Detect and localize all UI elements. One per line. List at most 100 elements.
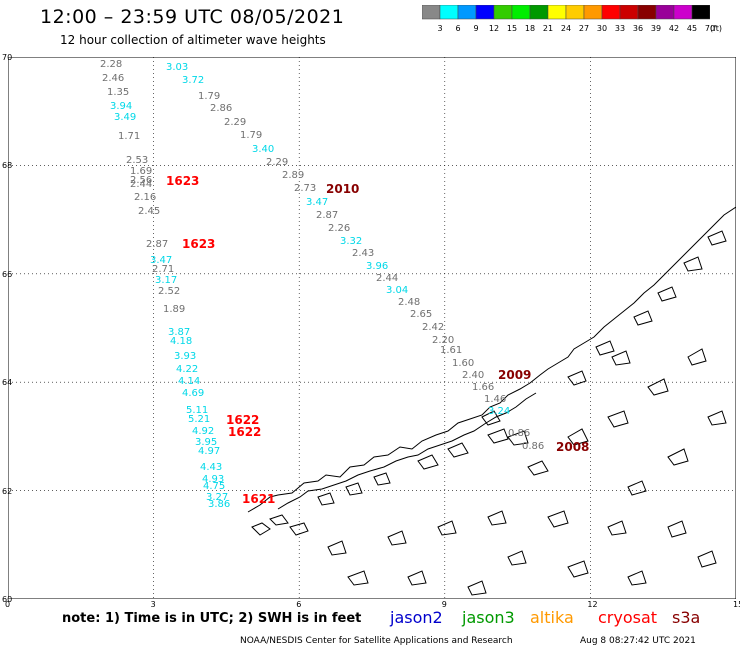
wave-height-value: 1.46 bbox=[484, 394, 507, 405]
footnote: note: 1) Time is in UTC; 2) SWH is in fe… bbox=[62, 611, 362, 626]
color-scale-bar bbox=[422, 5, 710, 20]
wave-height-value: 3.95 bbox=[195, 437, 218, 448]
credit-line: NOAA/NESDIS Center for Satellite Applica… bbox=[240, 636, 513, 646]
color-scale-swatch bbox=[601, 5, 621, 20]
color-scale-swatch bbox=[655, 5, 675, 20]
satellite-legend-item: jason2 bbox=[390, 608, 443, 627]
wave-height-value: 2.43 bbox=[352, 248, 375, 259]
wave-height-value: 2.87 bbox=[146, 239, 169, 250]
satellite-legend-item: altika bbox=[530, 608, 574, 627]
wave-height-value: 2.29 bbox=[224, 117, 247, 128]
wave-height-value: 3.72 bbox=[182, 75, 205, 86]
pass-time-label: 2008 bbox=[556, 440, 590, 454]
latitude-tick-label: 64 bbox=[2, 378, 13, 388]
color-scale-swatch bbox=[619, 5, 639, 20]
wave-height-value: 5.11 bbox=[186, 405, 209, 416]
longitude-tick-label: 6 bbox=[296, 600, 302, 609]
wave-height-value: 2.53 bbox=[126, 155, 149, 166]
wave-height-value: 3.17 bbox=[155, 275, 178, 286]
color-scale-label: 70 bbox=[704, 24, 716, 33]
longitude-tick-label: 12 bbox=[587, 600, 598, 609]
color-scale-swatch bbox=[457, 5, 477, 20]
wave-height-value: 4.14 bbox=[178, 376, 201, 387]
wave-height-value: 3.32 bbox=[340, 236, 363, 247]
color-scale-label: 36 bbox=[632, 24, 644, 33]
color-scale-label: 30 bbox=[596, 24, 608, 33]
color-scale-label: 6 bbox=[455, 24, 461, 33]
color-scale-swatch bbox=[422, 5, 441, 20]
color-scale-label: 12 bbox=[488, 24, 500, 33]
wave-height-value: 4.43 bbox=[200, 462, 223, 473]
wave-height-value: 3.87 bbox=[168, 327, 191, 338]
map-frame bbox=[8, 57, 736, 599]
color-scale-swatch bbox=[511, 5, 531, 20]
satellite-legend-item: jason3 bbox=[462, 608, 515, 627]
wave-height-value: 1.79 bbox=[240, 130, 263, 141]
pass-time-label: 1622 bbox=[228, 425, 262, 439]
norway-coastline bbox=[247, 206, 736, 596]
wave-height-value: 2.65 bbox=[410, 309, 433, 320]
wave-height-value: 4.75 bbox=[203, 481, 226, 492]
wave-height-value: 3.96 bbox=[366, 261, 389, 272]
wave-height-value: 3.04 bbox=[386, 285, 409, 296]
wave-height-value: 1.66 bbox=[472, 382, 495, 393]
wave-height-value: 4.69 bbox=[182, 388, 205, 399]
wave-height-value: 2.28 bbox=[100, 59, 123, 70]
color-scale-label: 27 bbox=[578, 24, 590, 33]
color-scale-swatch bbox=[475, 5, 495, 20]
color-scale-label: 15 bbox=[506, 24, 518, 33]
wave-height-value: 3.24 bbox=[488, 406, 511, 417]
wave-height-value: 2.40 bbox=[462, 370, 485, 381]
wave-height-value: 1.79 bbox=[198, 91, 221, 102]
wave-height-value: 4.93 bbox=[202, 474, 225, 485]
wave-height-value: 3.94 bbox=[110, 101, 133, 112]
wave-height-value: 2.42 bbox=[422, 322, 445, 333]
map-subtitle: 12 hour collection of altimeter wave hei… bbox=[60, 33, 326, 47]
wave-height-value: 2.45 bbox=[138, 206, 161, 217]
wave-height-value: 1.35 bbox=[107, 87, 130, 98]
color-scale-swatch bbox=[565, 5, 585, 20]
color-scale-label: 45 bbox=[686, 24, 698, 33]
wave-height-value: 2.16 bbox=[134, 192, 157, 203]
color-scale-label: 42 bbox=[668, 24, 680, 33]
wave-height-value: 3.47 bbox=[150, 255, 173, 266]
latitude-tick-label: 70 bbox=[2, 53, 13, 62]
wave-height-value: 3.03 bbox=[166, 62, 189, 73]
satellite-legend-item: s3a bbox=[672, 608, 701, 627]
pass-time-label: 1622 bbox=[226, 413, 260, 427]
latitude-tick-label: 66 bbox=[2, 269, 13, 279]
pass-time-label: 1623 bbox=[166, 174, 200, 188]
wave-height-value: 2.46 bbox=[102, 73, 125, 84]
latitude-tick-label: 68 bbox=[2, 161, 13, 171]
color-scale-swatch bbox=[637, 5, 657, 20]
color-scale-swatch bbox=[691, 5, 710, 20]
latitude-tick-label: 60 bbox=[2, 595, 13, 604]
pass-time-label: 1623 bbox=[182, 237, 216, 251]
issued-timestamp: Aug 8 08:27:42 UTC 2021 bbox=[580, 636, 696, 646]
lat-lon-gridlines bbox=[8, 57, 736, 599]
color-scale-label: 3 bbox=[437, 24, 443, 33]
wave-height-value: 2.44 bbox=[376, 273, 399, 284]
longitude-tick-label: 9 bbox=[441, 600, 447, 609]
wave-height-value: 0.86 bbox=[522, 441, 545, 452]
wave-height-value: 2.48 bbox=[398, 297, 421, 308]
color-scale-label: 24 bbox=[560, 24, 572, 33]
wave-height-value: 2.26 bbox=[328, 223, 351, 234]
wave-height-value: 3.40 bbox=[252, 144, 275, 155]
longitude-tick-label: 15 bbox=[733, 600, 740, 609]
wave-height-value: 3.27 bbox=[206, 492, 229, 503]
wave-height-value: 2.71 bbox=[152, 264, 175, 275]
wave-height-value: 1.60 bbox=[452, 358, 475, 369]
wave-height-value: 4.18 bbox=[170, 336, 193, 347]
color-scale-swatch bbox=[673, 5, 693, 20]
wave-height-value: 3.49 bbox=[114, 112, 137, 123]
color-scale-label: 39 bbox=[650, 24, 662, 33]
wave-height-value: 1.89 bbox=[163, 304, 186, 315]
color-scale-swatch bbox=[439, 5, 459, 20]
wave-height-value: 2.29 bbox=[266, 157, 289, 168]
wave-height-value: 0.86 bbox=[508, 428, 531, 439]
color-scale-swatch bbox=[493, 5, 513, 20]
color-scale-label: 33 bbox=[614, 24, 626, 33]
color-scale-label: 9 bbox=[473, 24, 479, 33]
wave-height-value: 4.22 bbox=[176, 364, 199, 375]
